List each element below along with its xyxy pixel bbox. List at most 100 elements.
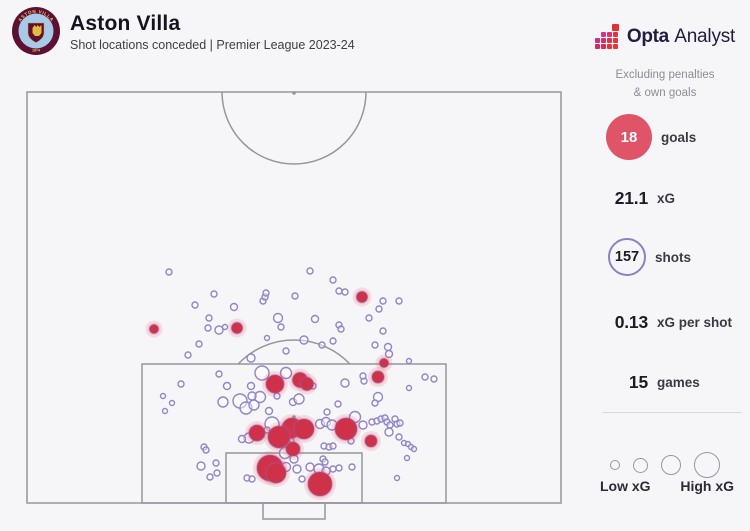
legend-low-label: Low xG [600,478,651,494]
shot-marker [298,475,306,483]
goals-label: goals [661,129,697,145]
center-circle-arc [221,91,367,165]
shot-marker [215,370,223,378]
exclusion-note-line2: & own goals [633,87,697,99]
shot-marker [314,418,326,430]
shot-marker [329,276,337,284]
shot-marker [217,396,229,408]
goal-marker [267,425,291,449]
badge-year: 1874 [32,49,40,53]
header: ASTON VILLA 1874 Aston Villa Shot locati… [11,6,355,56]
shot-marker [393,474,401,482]
shot-marker [340,378,350,388]
shot-marker [337,325,345,333]
shot-marker [248,475,256,483]
opta-mark-cell [594,44,600,49]
goal-marker [265,374,285,394]
shot-marker [384,427,394,437]
goal-marker [231,322,243,334]
badge-lion [32,25,42,36]
xg-per-shot-value: 0.13 [614,312,648,332]
xg-label: xG [657,191,676,206]
shot-marker [246,381,256,391]
shot-marker [321,458,329,466]
shot-marker [403,454,411,462]
shot-marker [384,349,394,359]
shot-marker [383,342,393,352]
shot-marker [272,312,284,324]
shot-marker [358,420,368,430]
opta-mark-cell [612,38,618,43]
goal-marker [293,418,315,440]
shot-marker [320,416,332,428]
shots-value-badge: 157 [608,238,646,276]
shot-marker [405,357,413,365]
goal-marker [371,370,385,384]
shot-marker [212,459,220,467]
shot-marker [159,392,167,400]
shot-marker [305,462,315,472]
aston-villa-badge-icon: ASTON VILLA 1874 [12,7,60,55]
center-spot [292,91,296,95]
shot-marker [214,325,224,335]
shot-marker [306,267,314,275]
shot-marker [222,381,232,391]
shot-marker [334,400,342,408]
stats-panel: Opta Analyst Excluding penalties & own g… [580,0,750,531]
shot-marker [379,327,387,335]
exclusion-note-line1: Excluding penalties [615,69,715,81]
shot-marker [221,323,229,331]
legend-size-circle [661,455,681,475]
shot-marker [282,347,290,355]
exclusion-note: Excluding penalties & own goals [580,66,750,102]
goal-marker [300,377,314,391]
shot-marker [405,384,413,392]
shot-marker [204,324,212,332]
shot-marker [195,340,203,348]
shot-marker [395,297,403,305]
opta-mark-cell [594,38,600,43]
shot-marker [371,341,379,349]
shot-marker [184,351,192,359]
legend-size-circle [694,452,720,478]
shot-marker [253,390,267,404]
opta-mark-cell [612,44,618,49]
shot-marker [247,391,257,401]
shot-marker [237,434,247,444]
shot-marker [262,289,270,297]
goal-marker [149,324,159,334]
opta-wordmark: Opta Analyst [627,26,735,48]
shot-marker [206,473,214,481]
xg-per-shot-label: xG per shot [657,315,733,330]
shot-marker [299,335,309,345]
goal-marker [364,434,378,448]
shots-label: shots [655,249,692,265]
opta-mark-cell [606,32,612,37]
shot-marker [263,334,271,342]
shot-marker [246,353,256,363]
shot-marker [202,446,210,454]
games-label: games [657,375,700,390]
shot-marker [161,407,169,415]
shot-marker [277,323,285,331]
shot-marker [410,445,418,453]
opta-mark-cell [600,38,606,43]
goal-marker [334,417,358,441]
shot-marker [371,399,379,407]
shot-marker [205,314,213,322]
shot-marker [329,337,337,345]
shot-marker [329,442,337,450]
shot-marker [292,464,302,474]
goal-marker [265,462,287,484]
goal-frame [262,502,326,520]
stat-xg-per-shot: 0.13 xG per shot [580,312,750,333]
goal-marker [248,424,266,442]
shot-marker [379,297,387,305]
shot-marker [177,380,185,388]
legend-size-circle [610,460,620,470]
page-title: Aston Villa [70,11,181,35]
goal-marker [307,471,333,497]
games-value: 15 [628,372,648,392]
